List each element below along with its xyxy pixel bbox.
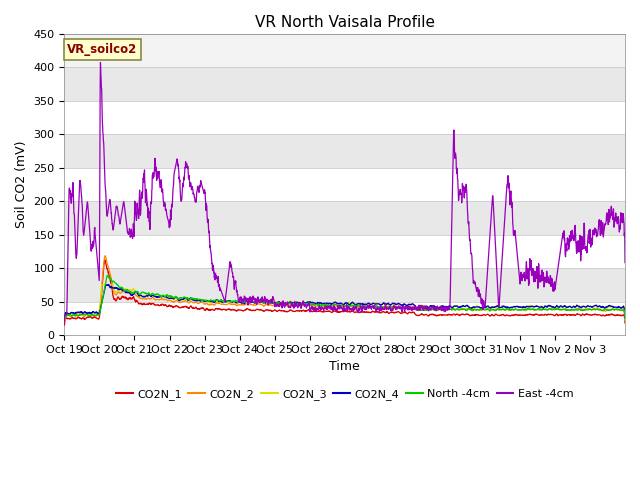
CO2N_2	[61, 319, 68, 324]
East -4cm	[116, 217, 124, 223]
CO2N_3	[545, 303, 553, 309]
East -4cm	[61, 319, 68, 324]
CO2N_2	[101, 253, 109, 259]
CO2N_3	[238, 300, 246, 306]
North -4cm	[116, 285, 124, 291]
CO2N_4	[238, 300, 246, 305]
Bar	[65, 134, 625, 168]
CO2N_1	[379, 309, 387, 314]
CO2N_1	[116, 296, 124, 302]
Title: VR North Vaisala Profile: VR North Vaisala Profile	[255, 15, 435, 30]
CO2N_4	[514, 304, 522, 310]
East -4cm	[621, 260, 629, 265]
CO2N_3	[613, 305, 621, 311]
Bar	[65, 201, 625, 235]
Bar	[65, 67, 625, 101]
CO2N_2	[238, 302, 246, 308]
North -4cm	[514, 307, 522, 313]
Text: VR_soilco2: VR_soilco2	[67, 43, 138, 56]
CO2N_1	[101, 257, 109, 263]
CO2N_1	[61, 322, 68, 328]
CO2N_1	[238, 308, 246, 313]
East -4cm	[238, 300, 246, 306]
X-axis label: Time: Time	[330, 360, 360, 373]
CO2N_2	[379, 304, 387, 310]
CO2N_3	[379, 301, 387, 307]
CO2N_1	[545, 312, 553, 317]
East -4cm	[514, 256, 522, 262]
CO2N_4	[104, 282, 112, 288]
Bar	[65, 34, 625, 67]
CO2N_3	[98, 282, 106, 288]
CO2N_2	[613, 307, 621, 313]
Line: North -4cm: North -4cm	[65, 275, 625, 318]
CO2N_1	[613, 312, 621, 318]
Line: East -4cm: East -4cm	[65, 62, 625, 322]
CO2N_2	[545, 306, 553, 312]
Line: CO2N_4: CO2N_4	[65, 285, 625, 318]
Line: CO2N_2: CO2N_2	[65, 256, 625, 322]
North -4cm	[545, 306, 553, 312]
CO2N_4	[613, 304, 621, 310]
CO2N_2	[514, 307, 522, 312]
CO2N_1	[621, 320, 629, 326]
CO2N_3	[61, 317, 68, 323]
Bar	[65, 268, 625, 301]
North -4cm	[238, 299, 246, 304]
North -4cm	[613, 307, 621, 312]
CO2N_4	[545, 302, 553, 308]
Line: CO2N_3: CO2N_3	[65, 285, 625, 320]
North -4cm	[379, 304, 387, 310]
Legend: CO2N_1, CO2N_2, CO2N_3, CO2N_4, North -4cm, East -4cm: CO2N_1, CO2N_2, CO2N_3, CO2N_4, North -4…	[111, 385, 578, 405]
Y-axis label: Soil CO2 (mV): Soil CO2 (mV)	[15, 141, 28, 228]
CO2N_4	[61, 315, 68, 321]
CO2N_2	[116, 290, 124, 296]
CO2N_4	[379, 301, 387, 307]
CO2N_3	[514, 304, 522, 310]
East -4cm	[613, 221, 621, 227]
North -4cm	[61, 315, 68, 321]
North -4cm	[104, 272, 111, 278]
CO2N_3	[116, 288, 124, 293]
East -4cm	[545, 277, 553, 283]
Line: CO2N_1: CO2N_1	[65, 260, 625, 325]
CO2N_4	[621, 315, 629, 321]
CO2N_1	[514, 312, 522, 318]
East -4cm	[379, 306, 387, 312]
East -4cm	[97, 60, 104, 65]
CO2N_2	[621, 318, 629, 324]
CO2N_4	[116, 286, 124, 292]
CO2N_3	[621, 317, 629, 323]
North -4cm	[621, 315, 629, 321]
